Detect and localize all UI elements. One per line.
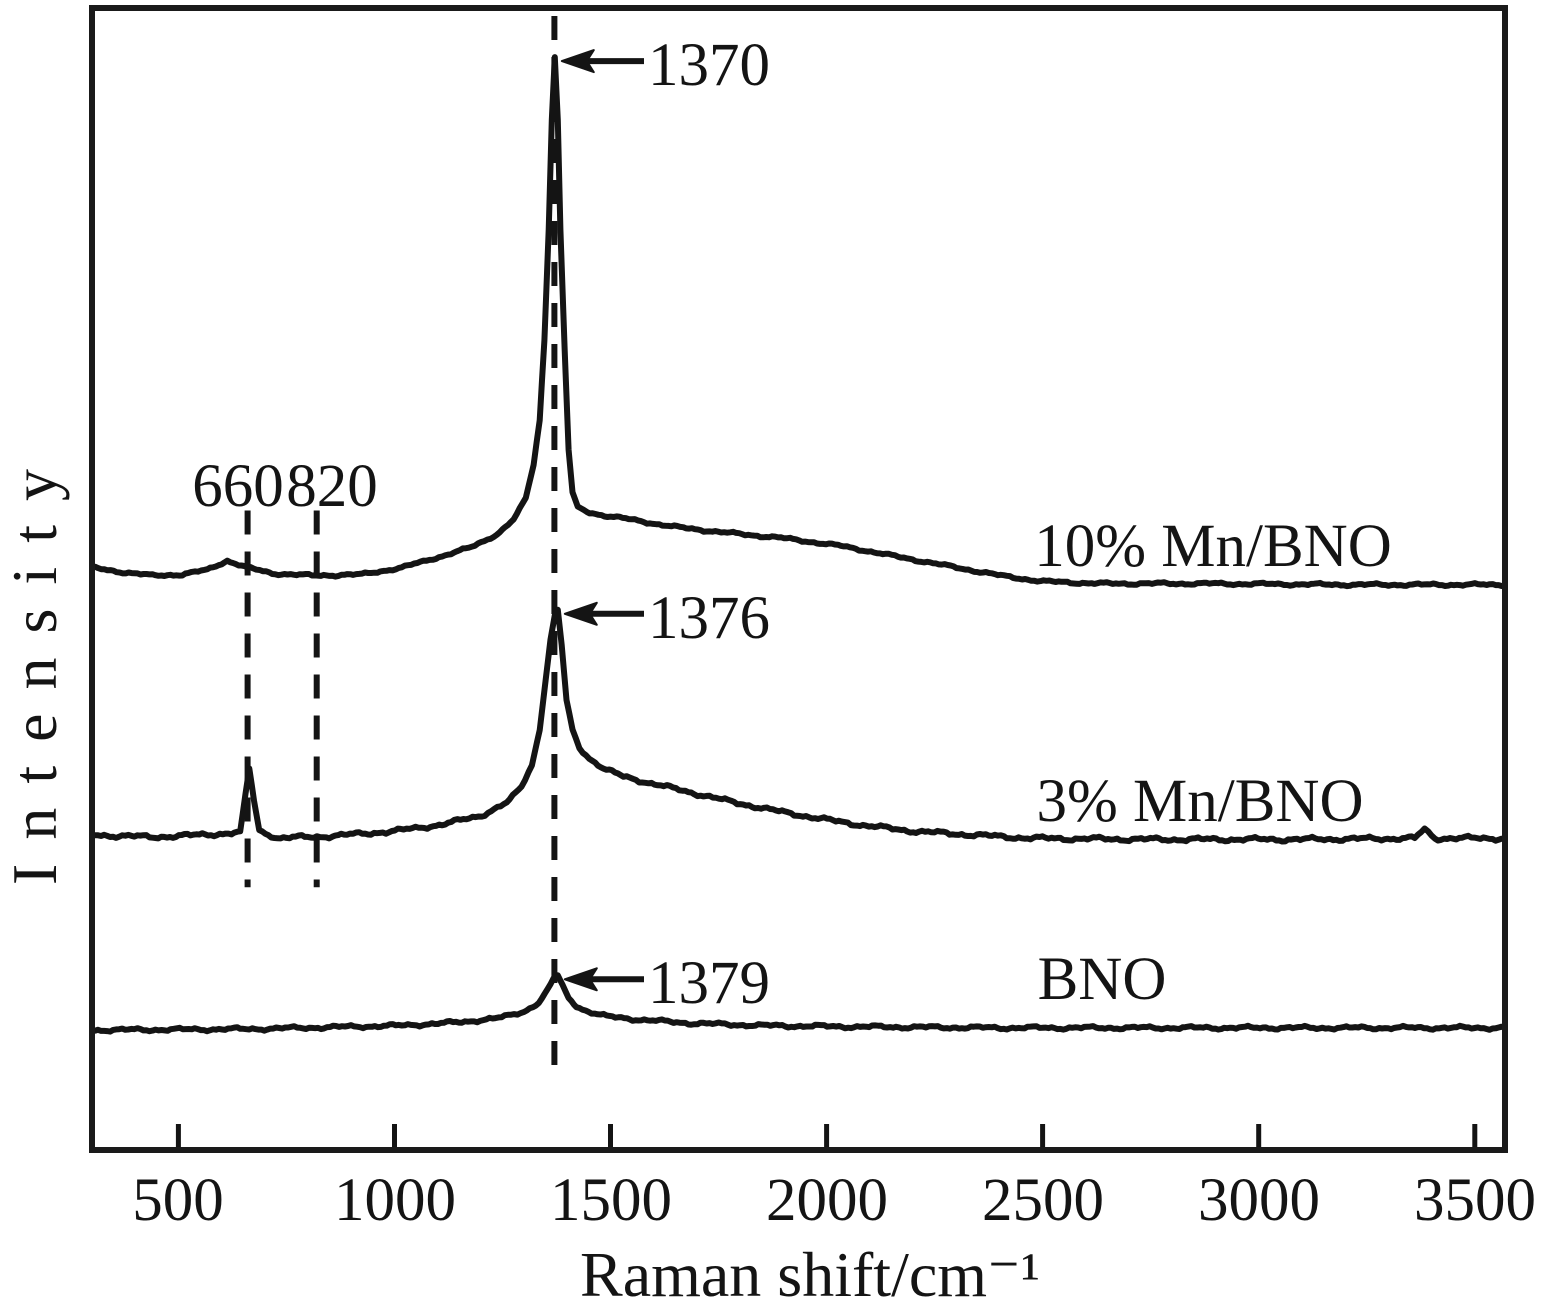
spectrum-curve-bno: [89, 972, 1508, 1035]
x-axis-title: Raman shift/cm⁻¹: [580, 1239, 1040, 1303]
x-tick-label: 500: [132, 1167, 224, 1234]
spectra-curves-layer: [89, 54, 1508, 1035]
spectrum-curve-10-mn-bno: [89, 54, 1508, 590]
spectrum-curve-3-mn-bno: [89, 606, 1508, 845]
x-tick-label: 2000: [766, 1167, 888, 1234]
x-tick-label: 3500: [1414, 1167, 1536, 1234]
guide-lines-layer: [244, 16, 558, 1073]
peak-arrowhead-icon-1376: [563, 601, 598, 626]
series-label-3pct-mn-bno: 3% Mn/BNO: [1036, 768, 1363, 835]
guide-line-label-660: 660: [192, 453, 284, 520]
axis-ticks-layer: [175, 1124, 1478, 1147]
series-label-bno: BNO: [1038, 946, 1167, 1013]
y-axis-title: Intensity: [0, 445, 70, 885]
x-tick-label: 3000: [1198, 1167, 1320, 1234]
guide-line-label-820: 820: [286, 453, 378, 520]
x-tick-label: 1500: [550, 1167, 672, 1234]
peak-annotation-1370: 1370: [648, 32, 770, 99]
series-label-10pct-mn-bno: 10% Mn/BNO: [1034, 513, 1392, 580]
peak-annotation-1376: 1376: [648, 585, 770, 652]
peak-arrowhead-icon-1379: [563, 967, 598, 992]
x-tick-labels: 500 1000 1500 2000 2500 3000 3500: [132, 1167, 1536, 1234]
plot-border: [89, 5, 1508, 1153]
x-tick-label: 1000: [334, 1167, 456, 1234]
peak-arrows-layer: [560, 49, 644, 992]
peak-arrowhead-icon-1370: [560, 49, 595, 74]
x-tick-label: 2500: [982, 1167, 1104, 1234]
peak-annotation-1379: 1379: [648, 950, 770, 1017]
